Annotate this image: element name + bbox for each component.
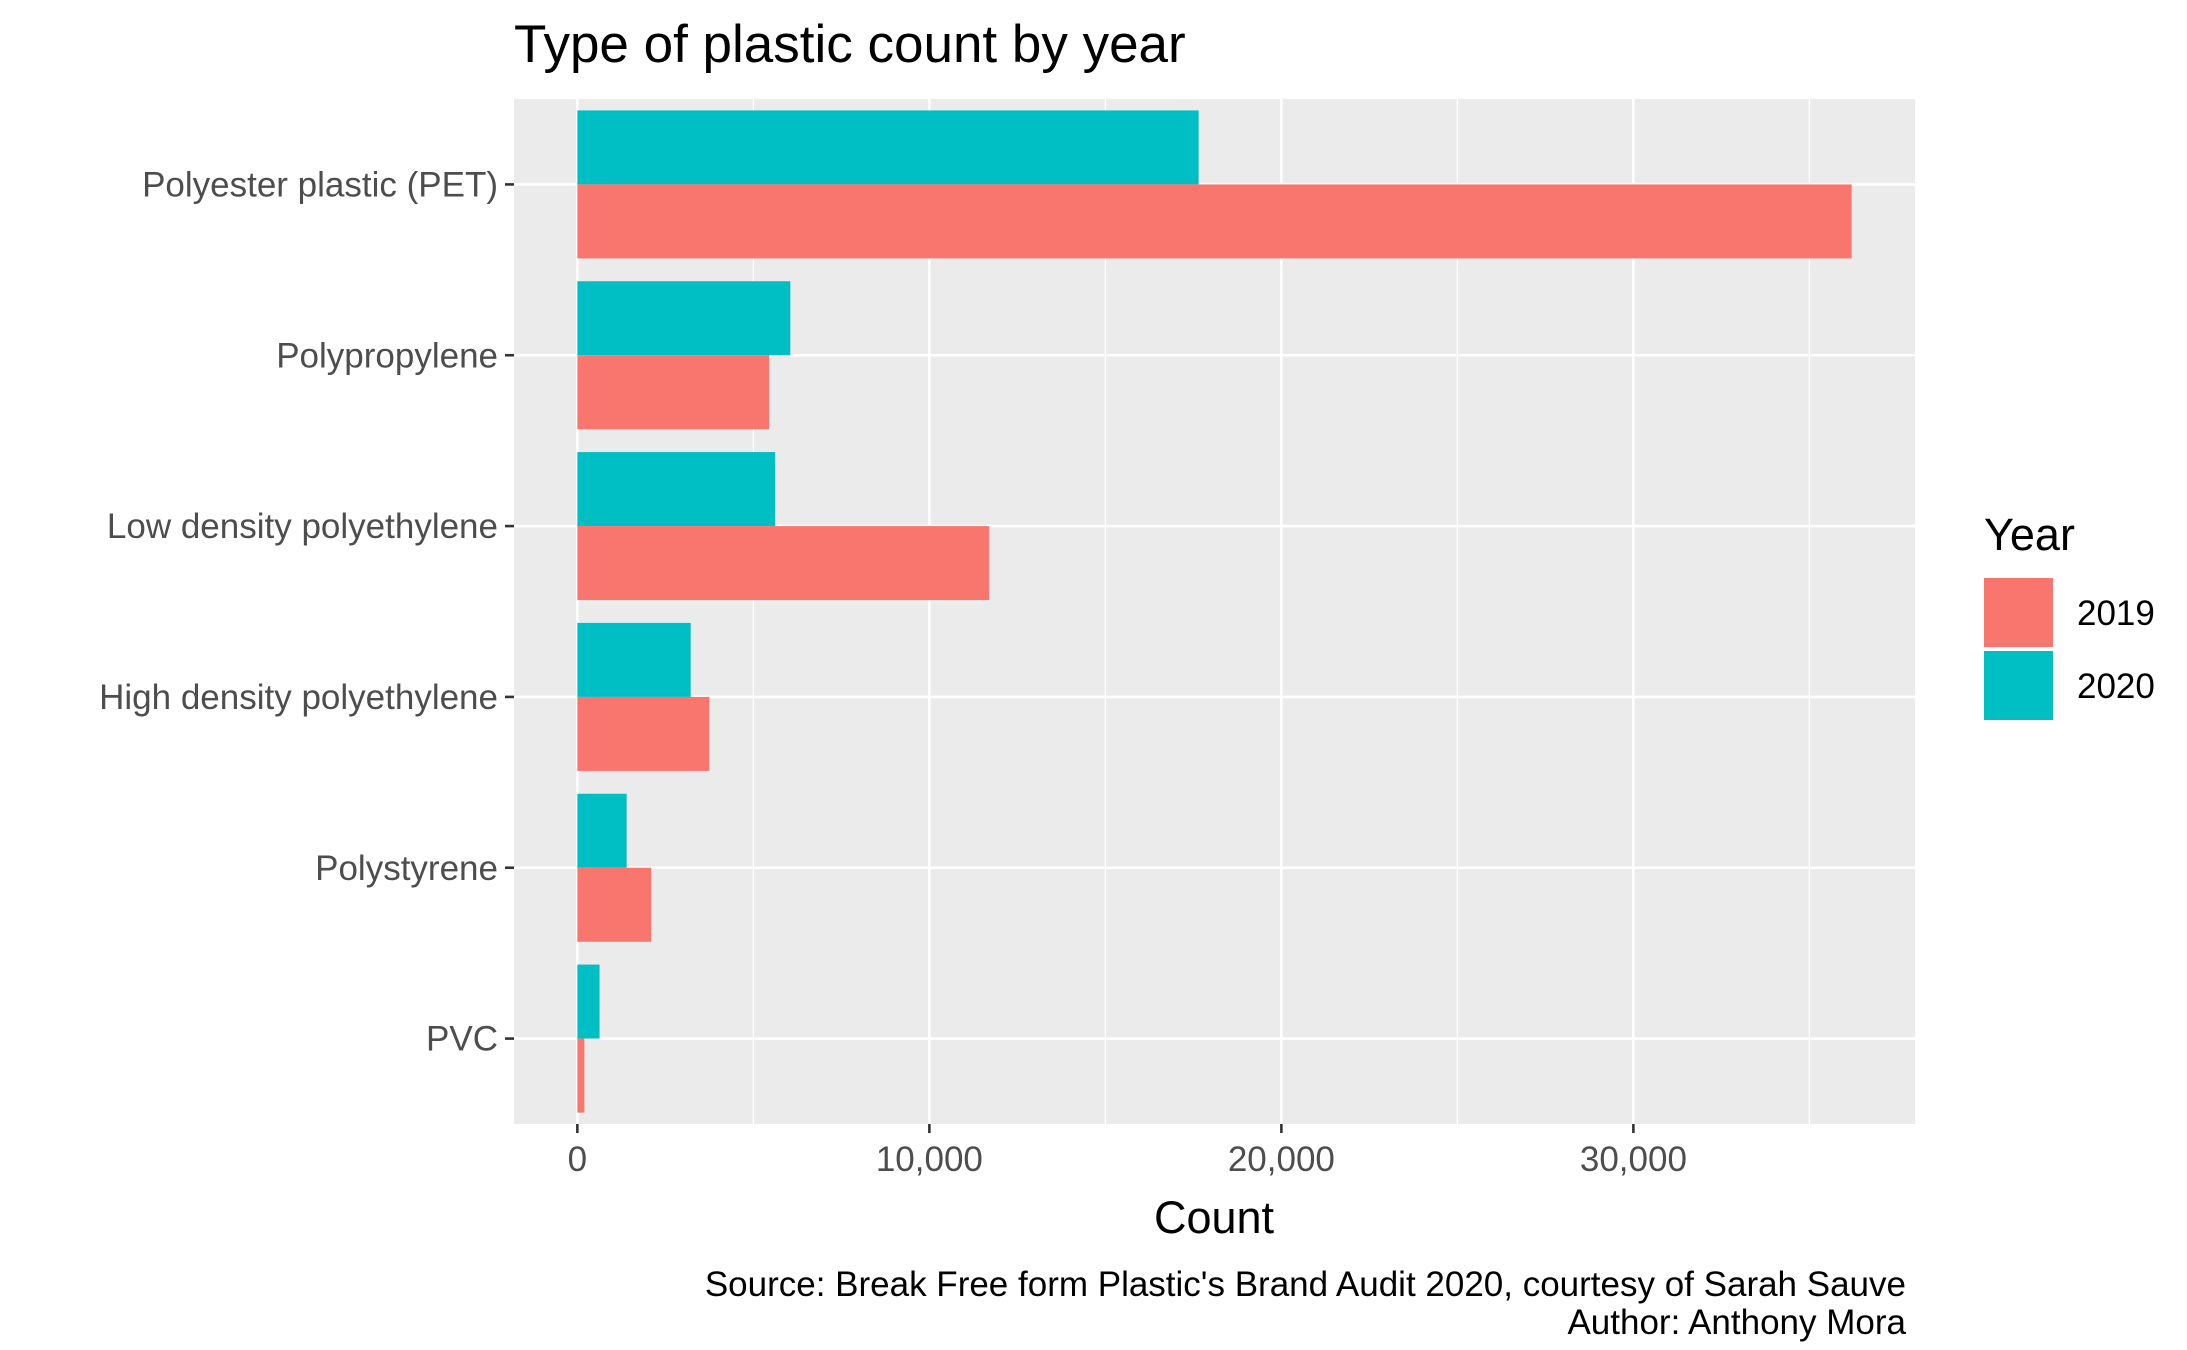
legend-label-2019: 2019 xyxy=(2077,594,2155,633)
bar-2020 xyxy=(577,281,791,356)
bar-2019 xyxy=(577,526,990,601)
bar-2019 xyxy=(577,696,710,771)
caption-author: Author: Anthony Mora xyxy=(1567,1303,1906,1342)
plot-panel xyxy=(514,99,1915,1124)
y-tick-label: Low density polyethylene xyxy=(107,507,498,546)
bar-2019 xyxy=(577,867,652,942)
y-axis: Polyester plastic (PET) Polypropylene Low … xyxy=(99,165,514,1059)
legend: Year 2019 2020 xyxy=(1984,509,2155,720)
bar-2019 xyxy=(577,1038,585,1113)
bar-2020 xyxy=(577,793,627,868)
x-axis: 0 10,000 20,000 30,000 xyxy=(568,1124,1687,1179)
bars xyxy=(577,110,1852,1113)
y-tick-label: PVC xyxy=(426,1020,498,1059)
bar-2020 xyxy=(577,110,1199,185)
bar-2020 xyxy=(577,452,776,527)
x-axis-title: Count xyxy=(1154,1192,1275,1243)
chart-title: Type of plastic count by year xyxy=(514,15,1186,74)
y-tick-label: Polypropylene xyxy=(276,336,498,375)
legend-key-2020 xyxy=(1984,651,2053,720)
bar-2019 xyxy=(577,355,770,430)
y-tick-label: Polyester plastic (PET) xyxy=(142,165,498,204)
y-tick-label: Polystyrene xyxy=(315,849,498,888)
bar-2020 xyxy=(577,622,691,697)
legend-key-2019 xyxy=(1984,578,2053,647)
x-tick-label: 30,000 xyxy=(1580,1140,1687,1179)
x-tick-label: 10,000 xyxy=(876,1140,983,1179)
x-tick-label: 0 xyxy=(568,1140,587,1179)
x-tick-label: 20,000 xyxy=(1228,1140,1335,1179)
caption-source: Source: Break Free form Plastic's Brand … xyxy=(705,1265,1906,1304)
y-tick-label: High density polyethylene xyxy=(99,678,498,717)
bar-2019 xyxy=(577,184,1852,259)
legend-title: Year xyxy=(1984,509,2075,560)
legend-label-2020: 2020 xyxy=(2077,667,2155,706)
bar-2020 xyxy=(577,964,600,1039)
